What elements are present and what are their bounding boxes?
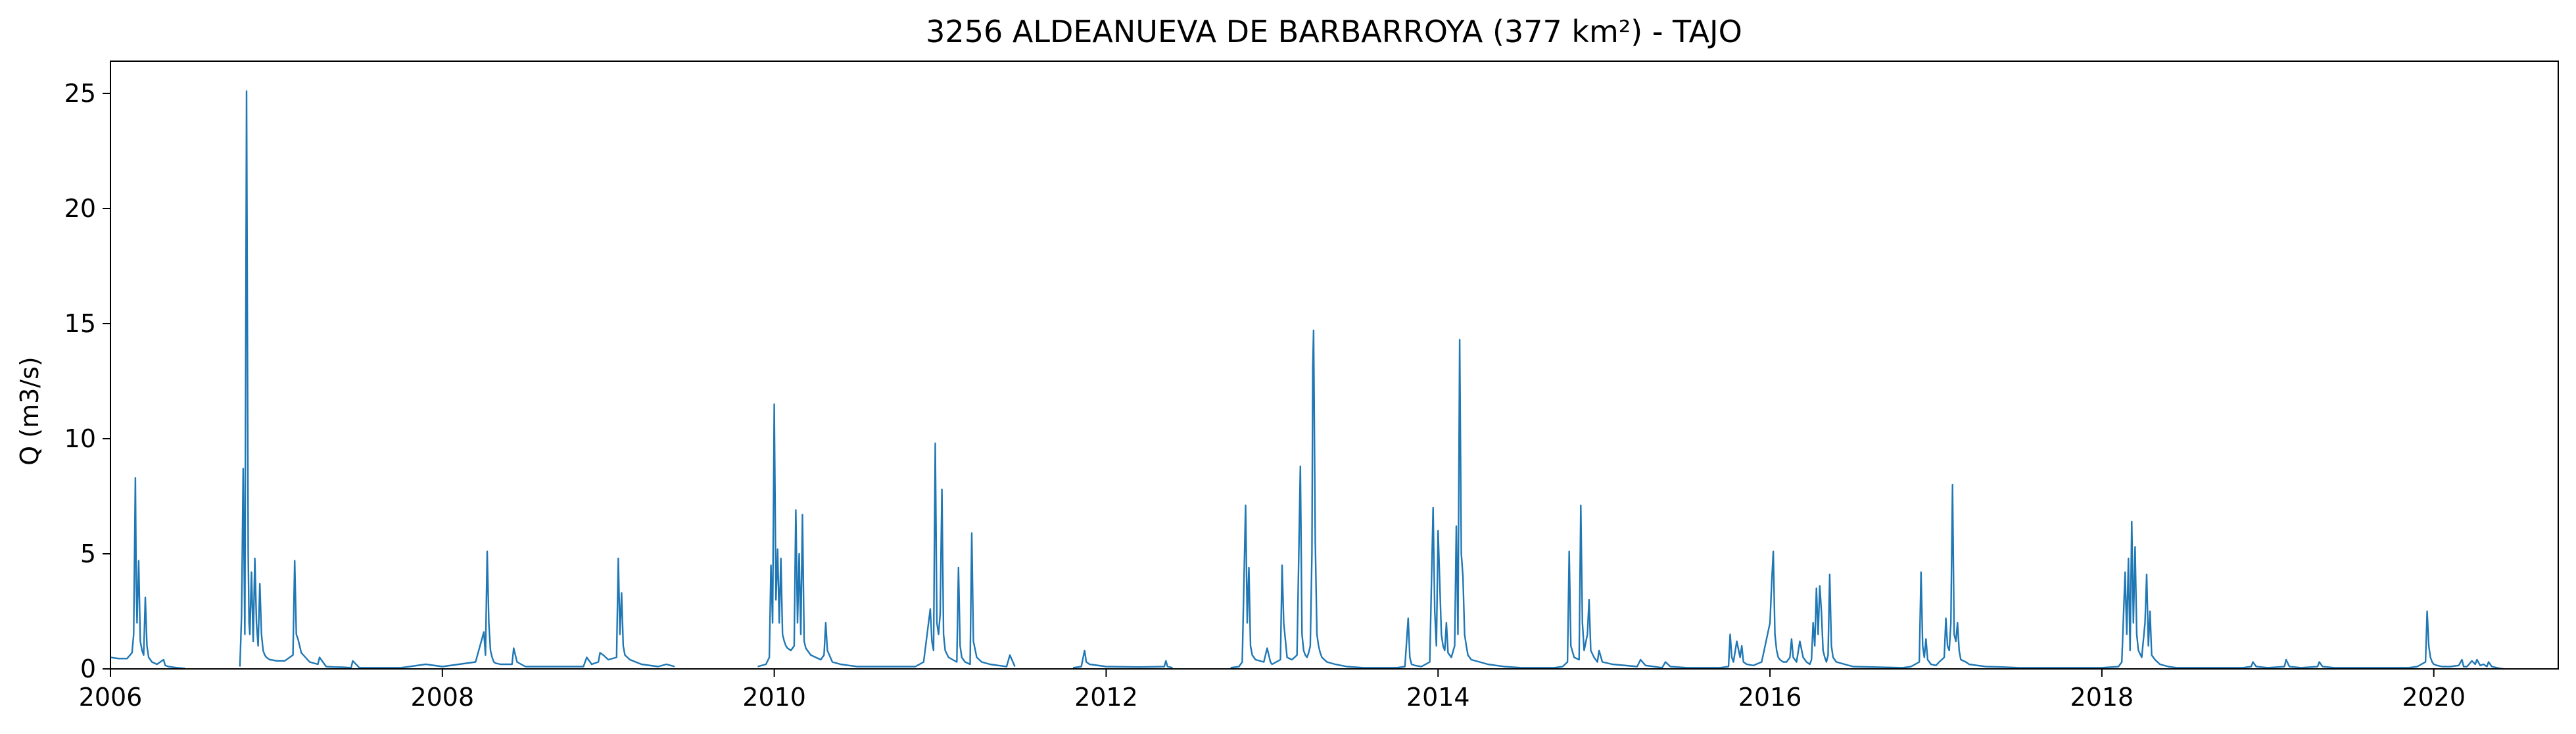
x-tick-label: 2018 <box>2070 683 2134 712</box>
x-tick-label: 2008 <box>410 683 474 712</box>
y-tick-label: 20 <box>64 194 96 223</box>
x-tick-label: 2014 <box>1406 683 1470 712</box>
chart-title: 3256 ALDEANUEVA DE BARBARROYA (377 km²) … <box>926 14 1742 49</box>
discharge-series-line <box>110 90 2504 670</box>
y-tick-label: 25 <box>64 79 96 108</box>
x-tick-label: 2020 <box>2402 683 2466 712</box>
x-tick-label: 2010 <box>742 683 806 712</box>
y-tick-label: 5 <box>80 539 96 568</box>
y-tick-label: 15 <box>64 309 96 338</box>
x-axis-ticks: 2006 2008 2010 2012 2014 2016 2018 2020 <box>79 669 2466 712</box>
y-tick-label: 0 <box>80 654 96 683</box>
plot-frame <box>110 61 2559 670</box>
series-layer <box>110 90 2504 670</box>
x-tick-label: 2016 <box>1738 683 1802 712</box>
x-tick-label: 2012 <box>1074 683 1138 712</box>
y-axis-ticks: 0 5 10 15 20 25 <box>64 79 110 683</box>
y-tick-label: 10 <box>64 424 96 453</box>
y-axis-label: Q (m3/s) <box>15 356 44 465</box>
x-tick-label: 2006 <box>79 683 143 712</box>
